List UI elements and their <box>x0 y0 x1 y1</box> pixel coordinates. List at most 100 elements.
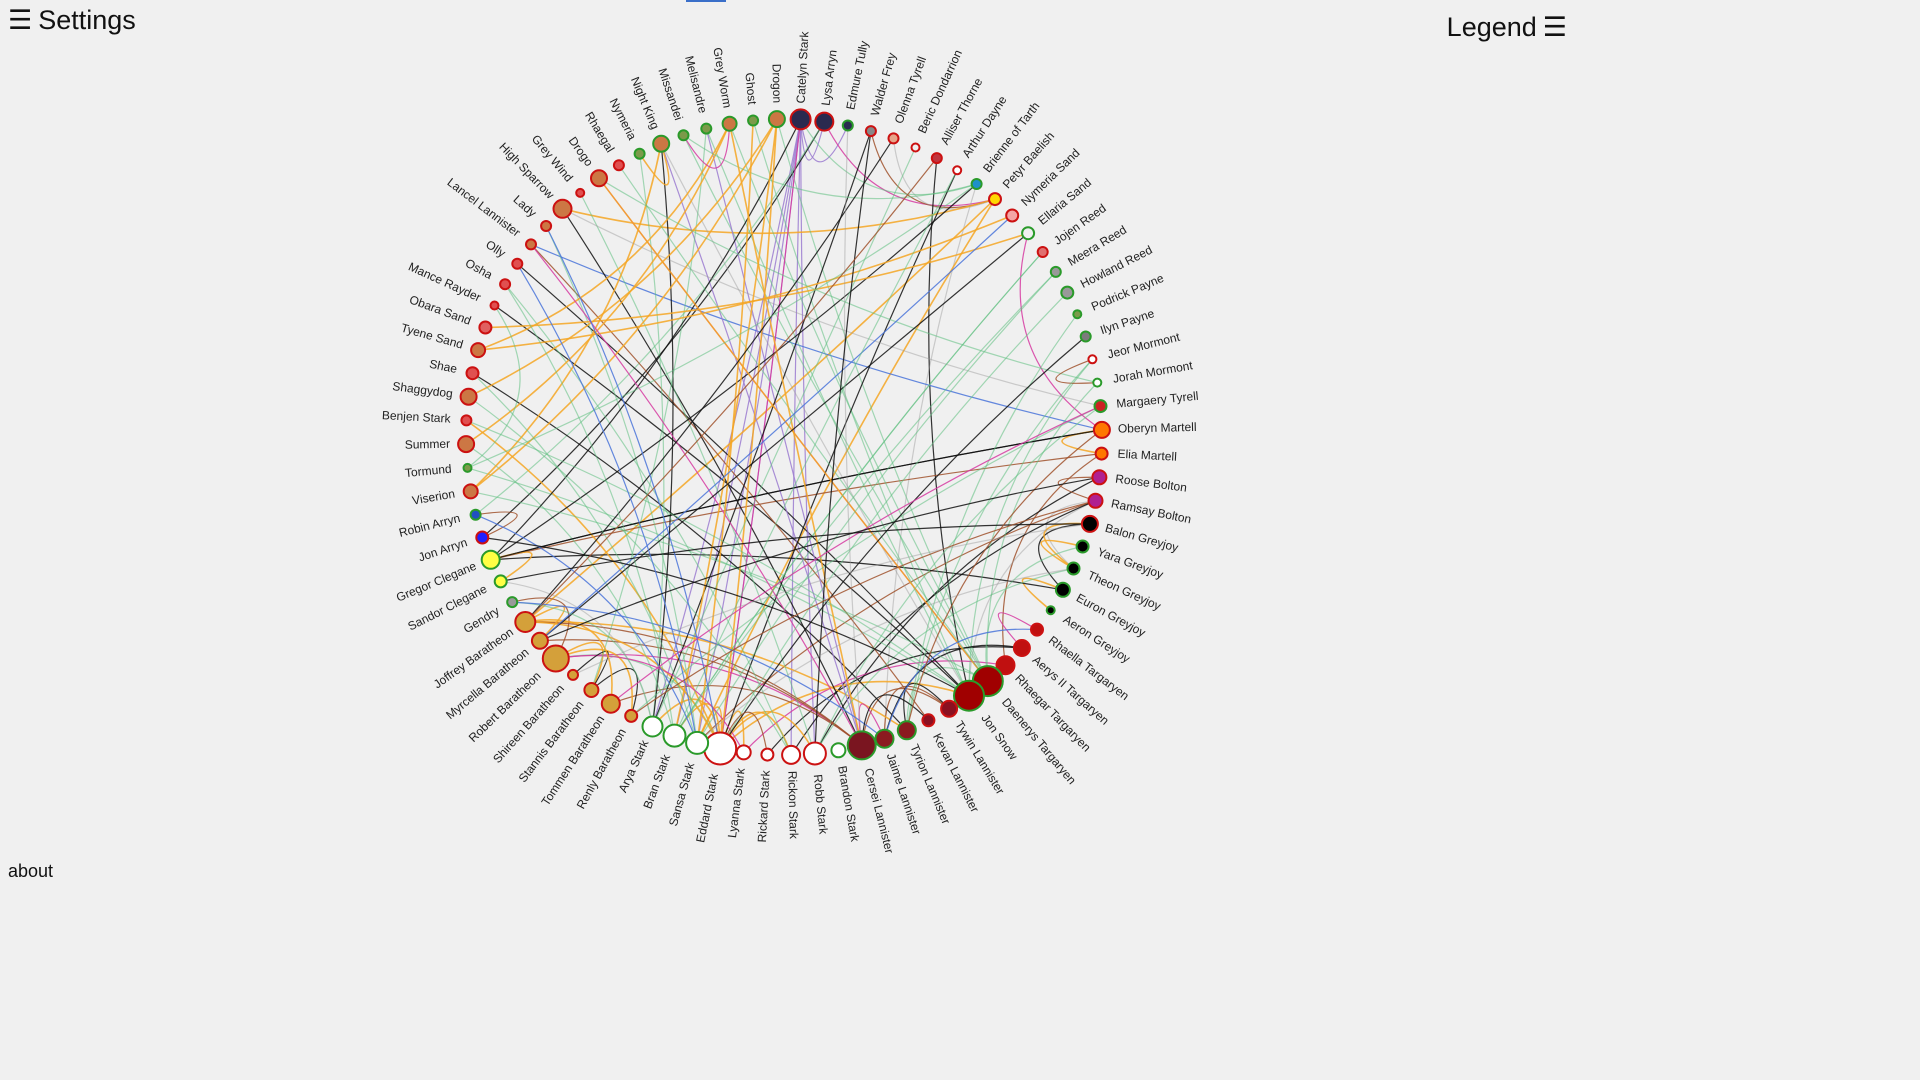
label-missandei[interactable]: Missandei <box>655 66 685 122</box>
label-lady[interactable]: Lady <box>511 192 540 220</box>
edge-margaery-tyrell-robb-stark[interactable] <box>814 405 1101 754</box>
node-elia-martell[interactable] <box>1094 446 1109 461</box>
label-rhaella-targaryen[interactable]: Rhaella Targaryen <box>1046 633 1132 703</box>
edge-rhaella-targaryen-jaime-lannister[interactable] <box>883 628 1038 739</box>
edge-rickon-stark-shaggydog[interactable] <box>468 396 792 756</box>
node-podrick-payne[interactable] <box>1072 309 1083 320</box>
node-jojen-reed[interactable] <box>1036 246 1049 258</box>
node-renly-baratheon[interactable] <box>624 708 639 723</box>
edge-jon-snow-mance-rayder[interactable] <box>494 305 970 697</box>
node-edmure-tully[interactable] <box>841 119 854 132</box>
edge-shireen-baratheon-balon-greyjoy[interactable] <box>572 523 1090 676</box>
node-ghost[interactable] <box>747 114 760 127</box>
node-jon-snow[interactable] <box>953 679 985 712</box>
edge-lady-eddard-stark[interactable] <box>545 225 721 749</box>
label-melisandre[interactable]: Melisandre <box>682 54 710 115</box>
node-olenna-tyrell[interactable] <box>887 132 900 145</box>
edge-drogon-bran-stark[interactable] <box>673 119 778 736</box>
node-aerys-ii-targaryen[interactable] <box>1012 639 1031 657</box>
node-aeron-greyjoy[interactable] <box>1045 605 1056 616</box>
edge-robert-baratheon-renly-baratheon[interactable] <box>555 648 633 716</box>
edge-catelyn-stark-edmure-tully[interactable] <box>800 119 849 163</box>
edge-high-sparrow-margaery-tyrell[interactable] <box>562 208 1101 407</box>
edge-lysa-arryn-robin-arryn[interactable] <box>475 121 825 516</box>
label-jeor-mormont[interactable]: Jeor Mormont <box>1106 330 1182 362</box>
node-meera-reed[interactable] <box>1049 265 1062 278</box>
label-brandon-stark[interactable]: Brandon Stark <box>835 765 862 844</box>
edge-theon-greyjoy-yara-greyjoy[interactable] <box>1040 539 1083 570</box>
edge-alliser-thorne-joffrey-baratheon[interactable] <box>524 157 938 623</box>
edge-euron-greyjoy-gregor-clegane[interactable] <box>490 553 1064 591</box>
edge-cersei-lannister-night-king[interactable] <box>660 143 863 746</box>
node-rickard-stark[interactable] <box>760 747 775 762</box>
node-catelyn-stark[interactable] <box>789 108 812 131</box>
node-melisandre[interactable] <box>700 122 713 135</box>
node-euron-greyjoy[interactable] <box>1054 581 1071 598</box>
edge-missandei-grey-worm[interactable] <box>682 123 731 169</box>
edge-cersei-lannister-high-sparrow[interactable] <box>561 208 863 746</box>
node-tormund[interactable] <box>462 462 473 473</box>
label-roose-bolton[interactable]: Roose Bolton <box>1115 472 1188 495</box>
node-arthur-dayne[interactable] <box>952 165 963 176</box>
node-jeor-mormont[interactable] <box>1087 354 1098 365</box>
label-robert-baratheon[interactable]: Robert Baratheon <box>466 669 544 745</box>
edge-arya-stark-walder-frey[interactable] <box>651 130 872 727</box>
edge-oberyn-martell-ellaria-sand[interactable] <box>1019 233 1103 431</box>
node-nymeria[interactable] <box>633 147 646 160</box>
node-petyr-baelish[interactable] <box>988 192 1002 207</box>
edge-meera-reed-sansa-stark[interactable] <box>696 271 1057 744</box>
node-kevan-lannister[interactable] <box>921 713 936 728</box>
edge-euron-greyjoy-aeron-greyjoy[interactable] <box>1021 577 1064 611</box>
edge-olenna-tyrell-petyr-baelish[interactable] <box>892 138 996 210</box>
node-summer[interactable] <box>457 435 476 454</box>
node-osha[interactable] <box>499 278 512 291</box>
node-grey-wind[interactable] <box>575 187 586 198</box>
label-drogon[interactable]: Drogon <box>769 64 784 104</box>
edge-petyr-baelish-joffrey-baratheon[interactable] <box>524 198 996 623</box>
edge-rhaegar-targaryen-lyanna-stark[interactable] <box>743 660 1006 753</box>
node-myrcella-baratheon[interactable] <box>530 631 549 650</box>
label-catelyn-stark[interactable]: Catelyn Stark <box>794 30 812 104</box>
edge-jon-arryn-robin-arryn[interactable] <box>475 511 518 539</box>
edge-gendry-arya-stark[interactable] <box>512 601 654 727</box>
label-benjen-stark[interactable]: Benjen Stark <box>382 408 452 426</box>
node-lysa-arryn[interactable] <box>814 111 835 132</box>
edge-gregor-clegane-brienne-of-tarth[interactable] <box>490 183 977 561</box>
node-night-king[interactable] <box>652 134 671 153</box>
node-ilyn-payne[interactable] <box>1079 330 1092 343</box>
edge-robert-baratheon-lyanna-stark[interactable] <box>555 654 745 753</box>
node-grey-worm[interactable] <box>721 115 738 132</box>
edge-jon-snow-jeor-mormont[interactable] <box>968 358 1093 696</box>
node-drogon[interactable] <box>767 110 786 129</box>
node-gregor-clegane[interactable] <box>480 549 501 570</box>
node-lyanna-stark[interactable] <box>735 744 752 761</box>
edge-eddard-stark-arthur-dayne[interactable] <box>719 170 958 749</box>
edge-tywin-lannister-jaime-lannister[interactable] <box>883 685 950 739</box>
node-oberyn-martell[interactable] <box>1092 420 1111 439</box>
label-margaery-tyrell[interactable]: Margaery Tyrell <box>1116 389 1199 411</box>
label-robb-stark[interactable]: Robb Stark <box>811 774 831 836</box>
edge-tyrion-lannister-joffrey-baratheon[interactable] <box>525 620 908 731</box>
edge-howland-reed-eddard-stark[interactable] <box>719 292 1068 749</box>
label-gendry[interactable]: Gendry <box>461 604 502 636</box>
node-drogo[interactable] <box>590 169 608 188</box>
edge-balon-greyjoy-euron-greyjoy[interactable] <box>1038 523 1090 591</box>
edge-olly-sansa-stark[interactable] <box>516 263 698 744</box>
edge-benjen-stark-jon-snow[interactable] <box>466 419 970 697</box>
edge-drogon-eddard-stark[interactable] <box>719 119 778 749</box>
edge-elia-martell-rhaegar-targaryen[interactable] <box>1002 453 1102 666</box>
label-olly[interactable]: Olly <box>483 237 508 260</box>
node-jon-arryn[interactable] <box>475 530 490 545</box>
edge-viserion-night-king[interactable] <box>470 143 662 492</box>
label-tyene-sand[interactable]: Tyene Sand <box>399 321 464 352</box>
edge-summer-grey-worm[interactable] <box>465 123 731 445</box>
edge-shae-sansa-stark[interactable] <box>472 372 698 744</box>
edge-arthur-dayne-bran-stark[interactable] <box>673 170 958 736</box>
label-elia-martell[interactable]: Elia Martell <box>1117 447 1177 464</box>
node-gendry[interactable] <box>506 596 519 609</box>
node-nymeria-sand[interactable] <box>1005 208 1020 223</box>
label-oberyn-martell[interactable]: Oberyn Martell <box>1118 420 1197 436</box>
edge-stannis-baratheon-renly-baratheon[interactable] <box>591 667 639 717</box>
edge-kevan-lannister-cersei-lannister[interactable] <box>861 694 929 746</box>
edge-jon-snow-olly[interactable] <box>516 263 970 697</box>
